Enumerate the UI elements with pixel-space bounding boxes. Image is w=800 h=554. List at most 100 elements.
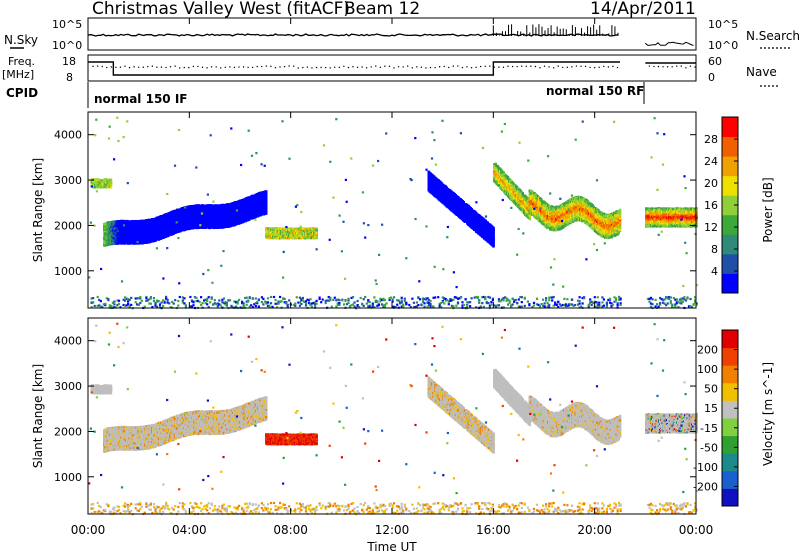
nave-point [608,66,609,67]
nave-point [115,67,116,68]
nave-point [439,66,440,67]
nave-point [416,66,417,67]
nave-point [498,66,499,67]
nsky-tick-bottom: 10^0 [52,39,82,52]
nave-point [357,67,358,68]
nave-point [284,66,285,67]
nave-point [238,66,239,67]
nave-point [599,67,600,68]
nave-point [261,66,262,67]
nave-point [398,66,399,67]
nave-point [676,65,677,66]
nave-point [375,65,376,66]
nave-point [174,65,175,66]
nave-point [571,66,572,67]
nave-point [658,66,659,67]
nave-point [434,67,435,68]
nave-point [462,67,463,68]
nave-point [371,66,372,67]
freq-tick-bottom: 8 [66,71,73,84]
nave-point [307,66,308,67]
nave-point [179,67,180,68]
nave-point [567,67,568,68]
nave-point [480,66,481,67]
date-label: 14/Apr/2011 [590,0,696,19]
nave-point [393,67,394,68]
nsky-line [88,34,618,36]
nsearch-label: N.Search [746,29,800,43]
nave-point [124,66,125,67]
nave-point [649,65,650,66]
nsky-line-late [645,42,693,45]
nave-point [275,67,276,68]
nave-point [220,67,221,68]
nave-point [412,67,413,68]
nave-point [325,67,326,68]
nave-label: Nave [746,65,777,79]
nave-point [165,67,166,68]
nave-point [380,67,381,68]
nave-point [225,67,226,68]
nsearch-tick-top: 10^5 [708,18,738,31]
nave-point [143,67,144,68]
nave-point [133,66,134,67]
nave-point [366,67,367,68]
nave-point [535,66,536,67]
nave-point [402,66,403,67]
nave-point [170,66,171,67]
nave-point [503,67,504,68]
nave-point [101,66,102,67]
nave-point [466,66,467,67]
nave-point [320,67,321,68]
nave-point [471,67,472,68]
nave-point [690,65,691,66]
beam-label: Beam 12 [344,0,420,19]
nave-point [120,66,121,67]
nave-point [507,65,508,66]
nave-point [685,67,686,68]
nave-point [339,67,340,68]
freq-trace [88,62,696,75]
nave-point [257,66,258,67]
freq-tick-top: 18 [62,55,76,68]
nave-point [311,67,312,68]
nave-point [576,65,577,66]
nave-point [430,67,431,68]
nave-point [161,66,162,67]
nave-point [288,65,289,66]
nave-point [243,66,244,67]
nave-point [343,66,344,67]
nave-tick-bottom: 0 [708,71,715,84]
nave-point [188,67,189,68]
nave-point [453,65,454,66]
nsky-tick-top: 10^5 [52,18,82,31]
nave-point [557,65,558,66]
nave-point [252,67,253,68]
nave-point [425,67,426,68]
nave-point [530,66,531,67]
nave-point [138,67,139,68]
nave-point [653,66,654,67]
nave-point [443,66,444,67]
nave-point [485,66,486,67]
nave-point [197,66,198,67]
cpid-normal-rf: normal 150 RF [546,84,644,98]
nave-point [489,65,490,66]
nave-point [147,66,148,67]
nave-point [516,66,517,67]
nave-point [544,66,545,67]
nave-point [448,67,449,68]
nave-point [539,67,540,68]
nave-point [585,66,586,67]
nave-point [152,66,153,67]
nave-point [106,67,107,68]
nave-point [329,67,330,68]
nave-point [361,66,362,67]
freq-unit-label: [MHz] [2,68,34,81]
nave-point [662,66,663,67]
nave-point [97,65,98,66]
nave-point [352,66,353,67]
nave-point [348,67,349,68]
nave-point [512,66,513,67]
nave-point [92,66,93,67]
